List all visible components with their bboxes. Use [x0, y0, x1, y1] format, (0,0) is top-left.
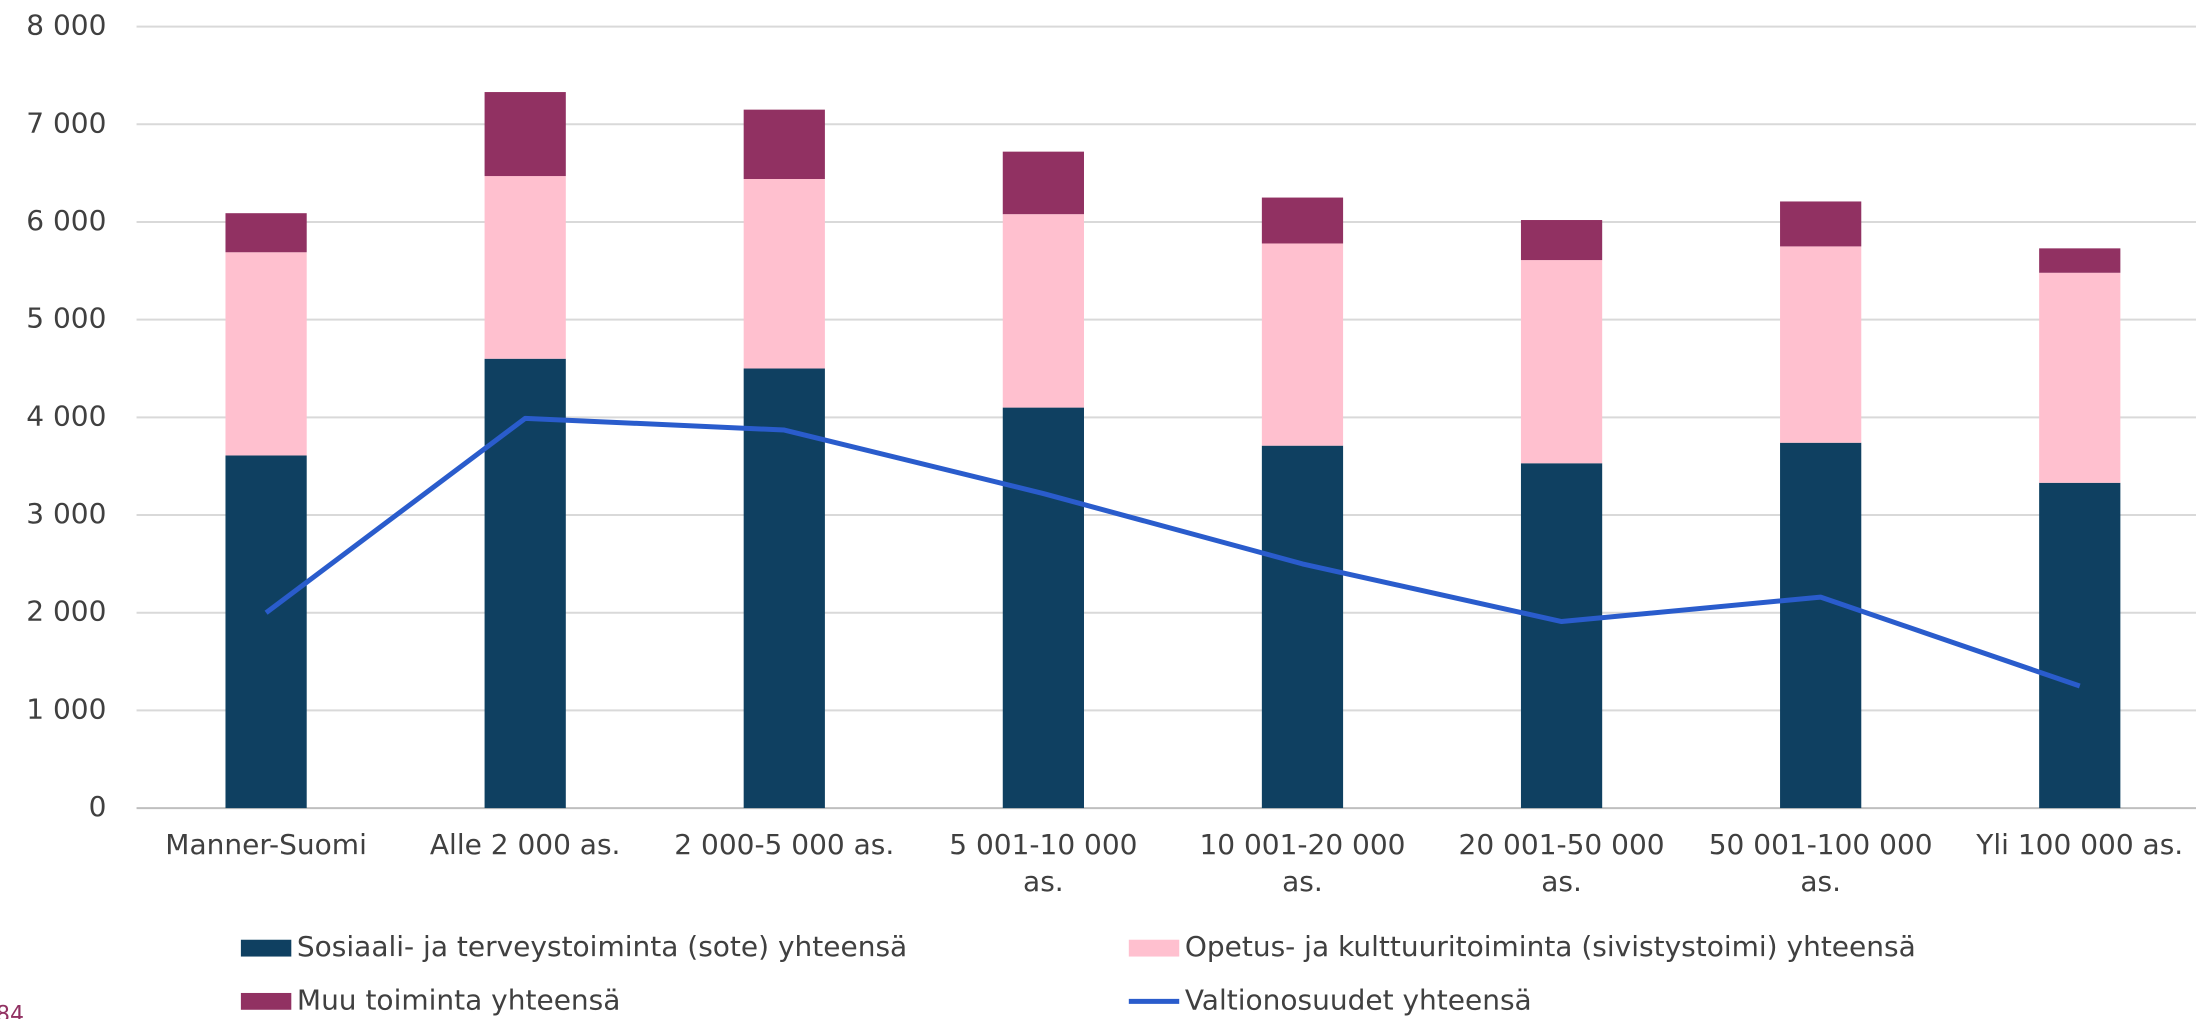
x-tick-text: 10 001-20 000 as. — [1199, 828, 1406, 899]
page-number: 84 — [0, 1002, 24, 1019]
y-tick-label: 7 000 — [26, 106, 106, 139]
bar-segment — [484, 176, 566, 359]
bar-segment — [225, 213, 307, 253]
legend-label: Muu toiminta yhteensä — [297, 983, 621, 1016]
x-tick-text: Manner-Suomi — [165, 828, 367, 862]
bar-segment — [484, 92, 566, 177]
bar-segment — [1261, 197, 1344, 244]
legend-label: Valtionosuudet yhteensä — [1185, 983, 1532, 1016]
y-tick-label: 3 000 — [26, 497, 106, 530]
y-tick-label: 6 000 — [26, 204, 106, 237]
x-tick-text: 20 001-50 000 as. — [1458, 828, 1665, 899]
x-tick-text: 5 001-10 000 as. — [949, 828, 1138, 899]
x-tick-label: 5 001-10 000 as. — [927, 826, 1159, 900]
legend-swatch — [240, 939, 292, 957]
legend-label: Opetus- ja kulttuuritoiminta (sivistysto… — [1185, 930, 1916, 963]
x-tick-label: Manner-Suomi — [150, 826, 382, 863]
bar-segment — [2039, 482, 2121, 809]
x-tick-label: Alle 2 000 as. — [409, 826, 641, 863]
bar-segment — [1780, 201, 1862, 247]
y-tick-label: 1 000 — [26, 692, 106, 725]
bar-segment — [1002, 407, 1084, 809]
bar-segment — [1002, 214, 1084, 408]
bar-segment — [2039, 272, 2121, 483]
bar-segment — [1780, 246, 1862, 443]
bar-segment — [2039, 248, 2121, 273]
bar-segment — [484, 358, 566, 809]
x-tick-label: 2 000-5 000 as. — [668, 826, 900, 863]
x-tick-text: Alle 2 000 as. — [429, 828, 621, 862]
bar-segment — [1002, 151, 1084, 215]
legend-label: Sosiaali- ja terveystoiminta (sote) yhte… — [297, 930, 907, 963]
x-tick-text: 50 001-100 000 as. — [1708, 828, 1933, 899]
x-tick-label: 10 001-20 000 as. — [1186, 826, 1418, 900]
bar-segment — [1520, 260, 1603, 464]
x-tick-text: 2 000-5 000 as. — [674, 828, 895, 862]
y-tick-label: 0 — [89, 790, 107, 823]
bar-segment — [1261, 445, 1344, 809]
bar-segment — [225, 455, 307, 809]
x-tick-label: 50 001-100 000 as. — [1705, 826, 1937, 900]
bar-segment — [743, 178, 825, 369]
y-tick-label: 2 000 — [26, 595, 106, 628]
bar-segment — [225, 252, 307, 456]
bar-segment — [1261, 243, 1344, 446]
y-tick-label: 4 000 — [26, 399, 106, 432]
bar-segment — [743, 109, 825, 179]
bar-segment — [1780, 442, 1862, 809]
line-series — [264, 415, 2081, 689]
bar-segment — [1520, 463, 1603, 809]
y-tick-label: 5 000 — [26, 302, 106, 335]
x-tick-label: Yli 100 000 as. — [1964, 826, 2196, 863]
y-tick-label: 8 000 — [26, 9, 106, 42]
legend-swatch — [1128, 939, 1180, 957]
bar-segment — [743, 368, 825, 809]
x-tick-label: 20 001-50 000 as. — [1446, 826, 1678, 900]
legend-swatch — [240, 992, 292, 1010]
x-tick-text: Yli 100 000 as. — [1976, 828, 2184, 862]
bar-segment — [1520, 220, 1603, 261]
